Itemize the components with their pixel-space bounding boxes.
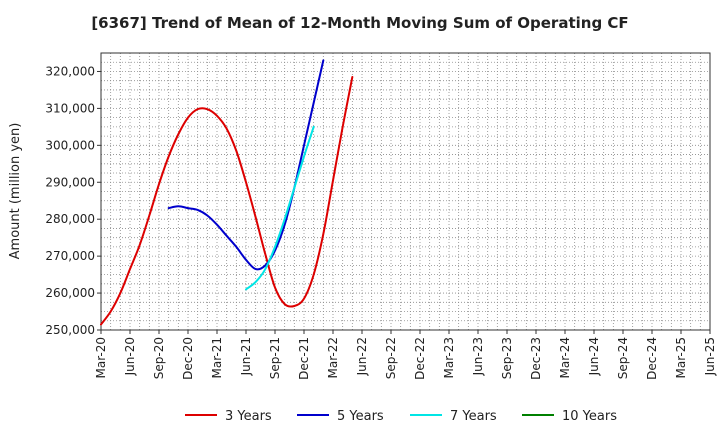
legend-label: 7 Years [450, 409, 497, 424]
y-tick-label: 300,000 [45, 138, 95, 152]
y-tick-label: 290,000 [45, 175, 95, 189]
x-tick-label: Jun-22 [355, 337, 369, 376]
x-tick-label: Mar-23 [442, 337, 456, 378]
y-axis-label: Amount (million yen) [8, 123, 23, 260]
y-tick-label: 310,000 [45, 101, 95, 115]
plot-area: 250,000 260,000 270,000 280,000 290,000 300,0… [45, 52, 717, 380]
series-line-7-years [245, 125, 315, 291]
x-tick-label: Jun-23 [471, 337, 485, 376]
legend-label: 3 Years [225, 409, 272, 424]
x-tick-label: Mar-25 [674, 337, 688, 378]
x-tick-label: Dec-21 [297, 337, 311, 380]
x-tick-label: Mar-20 [94, 337, 108, 378]
x-tick-label: Dec-20 [181, 337, 195, 380]
legend-label: 5 Years [337, 409, 384, 424]
x-tick-label: Mar-22 [326, 337, 340, 378]
y-tick-label: 270,000 [45, 249, 95, 263]
plot-background [101, 53, 710, 330]
y-tick-label: 260,000 [45, 286, 95, 300]
y-tick-label: 250,000 [45, 323, 95, 337]
legend: 3 Years 5 Years 7 Years 10 Years [185, 409, 617, 424]
x-tick-label: Dec-22 [413, 337, 427, 380]
x-tick-label: Jun-21 [239, 337, 253, 376]
x-tick-label: Jun-25 [703, 337, 717, 376]
x-tick-label: Mar-21 [210, 337, 224, 378]
x-tick-label: Dec-24 [645, 337, 659, 380]
x-tick-label: Dec-23 [529, 337, 543, 380]
x-tick-label: Jun-20 [123, 337, 137, 376]
y-tick-label: 320,000 [45, 64, 95, 78]
legend-label: 10 Years [562, 409, 617, 424]
series-line-3-years [100, 76, 354, 326]
x-tick-label: Sep-21 [268, 337, 282, 379]
chart-title: [6367] Trend of Mean of 12-Month Moving … [91, 14, 628, 32]
x-tick-label: Jun-24 [587, 337, 601, 376]
plot-frame [100, 52, 711, 331]
x-tick-label: Sep-24 [616, 337, 630, 379]
y-tick-label: 280,000 [45, 212, 95, 226]
x-tick-label: Mar-24 [558, 337, 572, 378]
x-tick-label: Sep-23 [500, 337, 514, 379]
x-tick-label: Sep-22 [384, 337, 398, 379]
x-tick-label: Sep-20 [152, 337, 166, 379]
